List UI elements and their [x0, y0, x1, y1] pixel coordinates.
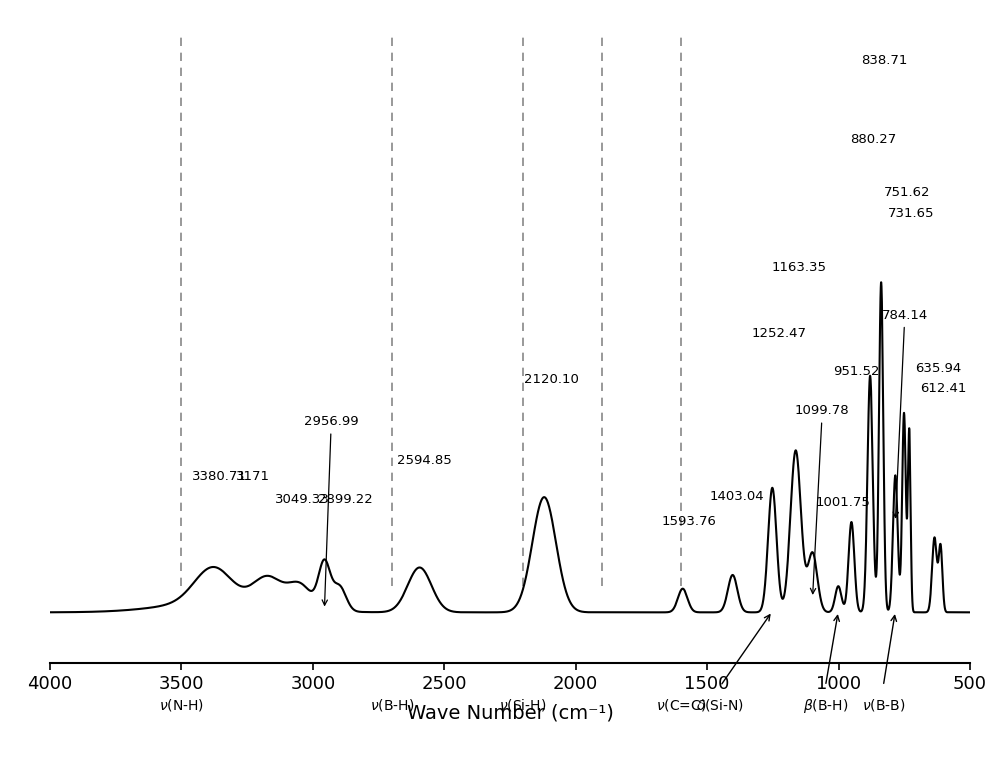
Text: 1163.35: 1163.35 — [771, 261, 826, 275]
Text: 1593.76: 1593.76 — [661, 515, 716, 528]
Text: 2956.99: 2956.99 — [304, 416, 359, 605]
Text: $\nu$(B-H): $\nu$(B-H) — [370, 697, 414, 712]
Text: 635.94: 635.94 — [915, 363, 961, 375]
Text: $\nu$(Si-H): $\nu$(Si-H) — [499, 697, 547, 712]
Text: 838.71: 838.71 — [861, 55, 907, 67]
Text: 1403.04: 1403.04 — [710, 491, 764, 503]
Text: 1001.75: 1001.75 — [816, 497, 870, 509]
Text: 1099.78: 1099.78 — [795, 405, 850, 594]
Text: $\delta$(Si-N): $\delta$(Si-N) — [696, 697, 744, 712]
Text: 784.14: 784.14 — [882, 309, 928, 517]
X-axis label: Wave Number (cm⁻¹): Wave Number (cm⁻¹) — [407, 704, 613, 723]
Text: 951.52: 951.52 — [833, 365, 879, 378]
Text: 1252.47: 1252.47 — [751, 327, 806, 340]
Text: 880.27: 880.27 — [850, 133, 896, 147]
Text: $\beta$(B-H): $\beta$(B-H) — [803, 697, 848, 714]
Text: 2899.22: 2899.22 — [318, 493, 372, 506]
Text: 3171: 3171 — [236, 470, 270, 484]
Text: 3049.33: 3049.33 — [275, 493, 330, 506]
Text: $\nu$(B-B): $\nu$(B-B) — [862, 697, 905, 712]
Text: 3380.71: 3380.71 — [192, 470, 247, 484]
Text: 2594.85: 2594.85 — [397, 454, 452, 467]
Text: 612.41: 612.41 — [920, 382, 967, 395]
Text: $\nu$(N-H): $\nu$(N-H) — [159, 697, 204, 712]
Text: $\nu$(C=C): $\nu$(C=C) — [656, 697, 706, 712]
Text: 2120.10: 2120.10 — [524, 373, 579, 386]
Text: 731.65: 731.65 — [888, 207, 935, 219]
Text: 751.62: 751.62 — [884, 186, 931, 199]
